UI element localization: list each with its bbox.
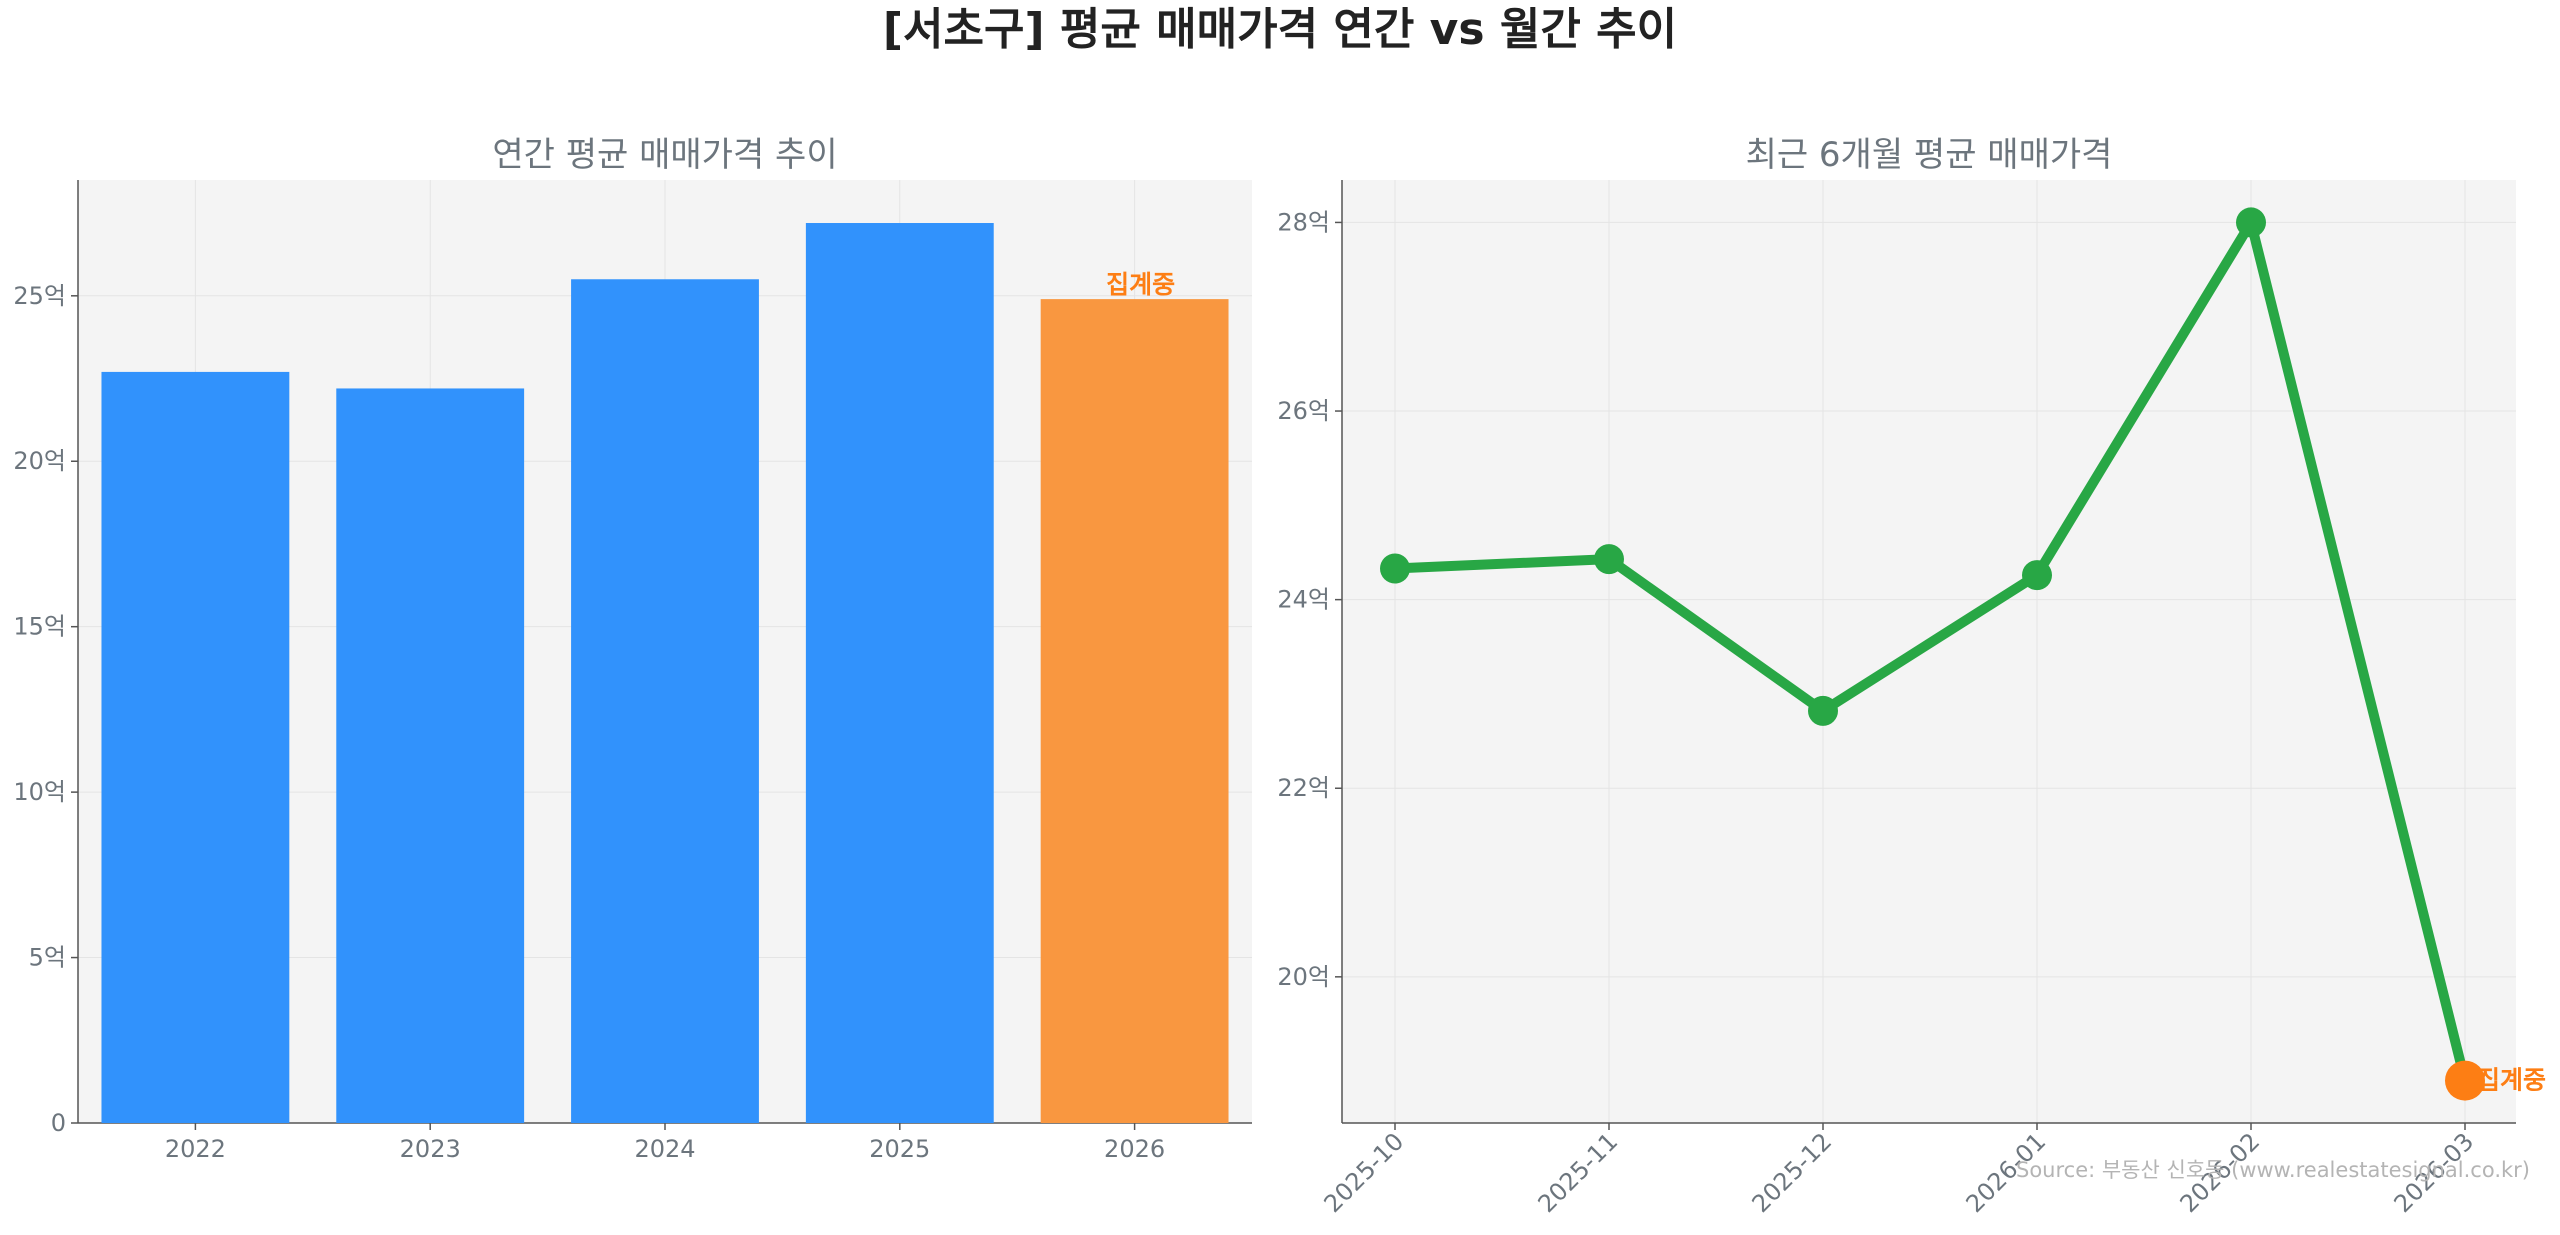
bar — [101, 371, 290, 1123]
x-tick-label: 2022 — [165, 1135, 226, 1163]
chart-title: 최근 6개월 평균 매매가격 — [1746, 135, 2113, 175]
data-point — [2022, 560, 2052, 591]
y-tick-label: 15억 — [13, 613, 66, 641]
data-point — [1808, 695, 1838, 726]
y-tick-label: 25억 — [13, 282, 66, 310]
bar — [805, 223, 994, 1123]
x-tick-label: 2026 — [1104, 1135, 1165, 1163]
annual-bar-chart: 0 5억 10억 15억 20억 25억 2022 2023 2024 2025 2026 집계중 연간… — [13, 135, 1252, 1163]
y-tick-label: 10억 — [13, 778, 66, 806]
series-line — [1390, 217, 2470, 1086]
bar-pending — [1040, 299, 1229, 1123]
x-tick-label: 2025-11 — [1533, 1127, 1624, 1218]
data-point — [2236, 207, 2266, 238]
x-tick-label: 2025 — [869, 1135, 930, 1163]
y-tick-label: 20억 — [1277, 963, 1330, 991]
bar — [336, 388, 525, 1123]
y-tick-label: 5억 — [29, 944, 66, 972]
plot-area — [1342, 180, 2516, 1123]
pending-label: 집계중 — [1106, 270, 1175, 299]
data-point — [1380, 553, 1410, 584]
pending-label: 집계중 — [2477, 1066, 2546, 1095]
chart-title: 연간 평균 매매가격 추이 — [492, 135, 837, 175]
y-tick-label: 20억 — [13, 447, 66, 475]
y-tick-label: 26억 — [1277, 397, 1330, 425]
x-tick-label: 2024 — [634, 1135, 695, 1163]
figure-title: [서초구] 평균 매매가격 연간 vs 월간 추이 — [882, 4, 1678, 55]
data-point — [1594, 544, 1624, 575]
y-tick-label: 24억 — [1277, 586, 1330, 614]
y-tick-label: 22억 — [1277, 774, 1330, 802]
y-tick-label: 28억 — [1277, 208, 1330, 236]
x-tick-label: 2023 — [400, 1135, 461, 1163]
x-tick-label: 2025-12 — [1747, 1127, 1838, 1218]
data-point-pending — [2445, 1060, 2485, 1101]
x-tick-label: 2025-10 — [1319, 1127, 1410, 1218]
y-tick-label: 0 — [51, 1109, 66, 1137]
bar — [571, 279, 759, 1123]
source-watermark: Source: 부동산 신호등 (www.realestatesignal.co… — [2015, 1158, 2530, 1182]
